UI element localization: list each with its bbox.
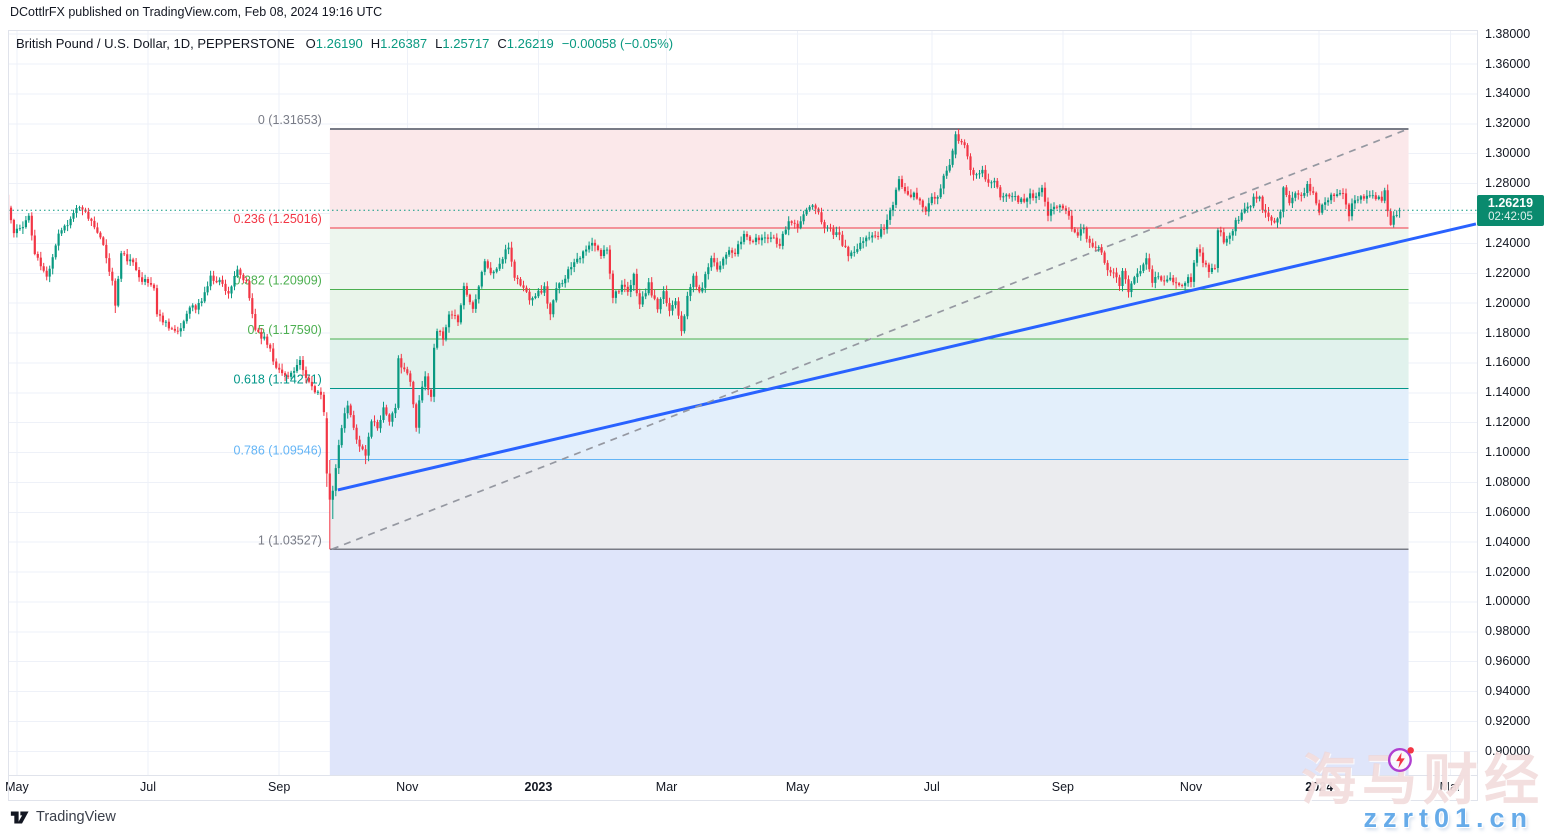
time-axis-label: May: [5, 780, 29, 794]
time-axis[interactable]: May Jul Sep Nov 2023 Mar May Jul Sep Nov 2024 Mar: [5, 776, 1477, 800]
fib-levels: 0 (1.31653) 0.236 (1.25016) 0.382 (1.20909…: [234, 113, 1409, 551]
ohlc-high: H1.26387: [370, 36, 428, 51]
price-axis-label: 1.10000: [1485, 445, 1531, 460]
frame-timeaxis-divider: [8, 775, 1478, 776]
candles: [8, 129, 1401, 550]
price-axis-label: 1.12000: [1485, 415, 1531, 430]
price-axis-label: 1.16000: [1485, 355, 1531, 370]
time-axis-label: Nov: [396, 780, 419, 794]
time-axis-label: Mar: [1439, 780, 1462, 794]
chart-pane[interactable]: 0 (1.31653) 0.236 (1.25016) 0.382 (1.20909…: [8, 30, 1477, 775]
time-axis-label: 2024: [1305, 780, 1334, 794]
price-axis-label: 1.28000: [1485, 176, 1531, 191]
fib-bands: [329, 129, 1409, 775]
watermark-url-text: zzrt01.cn: [1363, 803, 1533, 833]
time-axis-label: May: [785, 780, 810, 794]
time-axis-label: Nov: [1179, 780, 1203, 794]
price-axis-label: 1.32000: [1485, 116, 1531, 131]
price-axis-label: 1.38000: [1485, 26, 1531, 41]
ohlc-low: L1.25717: [435, 36, 490, 51]
price-axis-label: 0.96000: [1485, 654, 1531, 669]
price-axis-label: 0.90000: [1485, 743, 1531, 758]
time-axis-label: Jul: [923, 780, 940, 794]
price-axis-label: 1.18000: [1485, 325, 1531, 340]
time-axis-label: Jul: [140, 780, 157, 794]
price-axis-label: 1.34000: [1485, 86, 1531, 101]
fib-label: 1 (1.03527): [258, 533, 322, 547]
time-axis-label: Sep: [268, 780, 291, 794]
price-axis-label: 1.04000: [1485, 534, 1531, 549]
fib-label: 0.382 (1.20909): [234, 274, 322, 288]
frame-axis-divider: [1477, 30, 1478, 801]
fib-label: 0.5 (1.17590): [247, 323, 321, 337]
frame-left-border: [8, 30, 9, 801]
price-axis[interactable]: 1.38000 1.36000 1.34000 1.32000 1.30000 1.280…: [1478, 26, 1547, 775]
price-axis-label: 1.22000: [1485, 265, 1531, 280]
tradingview-logo-text: TradingView: [36, 809, 116, 825]
price-axis-label: 0.94000: [1485, 684, 1531, 699]
price-axis-label: 1.14000: [1485, 385, 1531, 400]
fib-label: 0 (1.31653): [258, 113, 322, 127]
symbol-legend[interactable]: British Pound / U.S. Dollar, 1D, PEPPERS…: [16, 36, 673, 51]
fib-label: 0.618 (1.14271): [234, 373, 322, 387]
ohlc-open: O1.26190: [305, 36, 363, 51]
dashed-trendline: [331, 128, 1409, 551]
last-price-value: 1.26219: [1487, 195, 1534, 210]
tradingview-logo-icon: [10, 810, 29, 824]
change-value: −0.00058 (−0.05%): [561, 36, 674, 51]
price-axis-label: 0.92000: [1485, 714, 1531, 728]
price-axis-label: 0.98000: [1485, 624, 1531, 639]
price-axis-label: 1.24000: [1485, 235, 1531, 250]
time-axis-label: Sep: [1051, 780, 1075, 794]
frame-top-border: [8, 30, 1478, 31]
time-axis-label: 2023: [524, 780, 553, 794]
price-axis-label: 1.36000: [1485, 56, 1531, 71]
price-axis-label: 1.02000: [1485, 564, 1531, 579]
price-axis-label: 1.30000: [1485, 146, 1531, 161]
fib-label: 0.786 (1.09546): [234, 443, 322, 457]
price-axis-label: 1.20000: [1485, 295, 1531, 310]
time-axis-label: Mar: [655, 780, 678, 794]
ohlc-close: C1.26219: [497, 36, 554, 51]
last-price-badge: 1.26219 02:42:05: [1477, 194, 1544, 226]
frame-bottom-border: [8, 800, 1478, 801]
price-axis-label: 1.06000: [1485, 504, 1531, 519]
trendlines: [331, 128, 1477, 551]
tradingview-logo[interactable]: TradingView: [10, 809, 116, 825]
attribution-text: DCottlrFX published on TradingView.com, …: [10, 5, 383, 19]
price-axis-label: 1.08000: [1485, 474, 1531, 489]
rising-support-line: [337, 222, 1477, 492]
symbol-title: British Pound / U.S. Dollar, 1D, PEPPERS…: [16, 36, 295, 51]
price-axis-label: 1.00000: [1485, 594, 1531, 609]
bar-countdown: 02:42:05: [1488, 210, 1533, 223]
fib-label: 0.236 (1.25016): [234, 212, 322, 226]
